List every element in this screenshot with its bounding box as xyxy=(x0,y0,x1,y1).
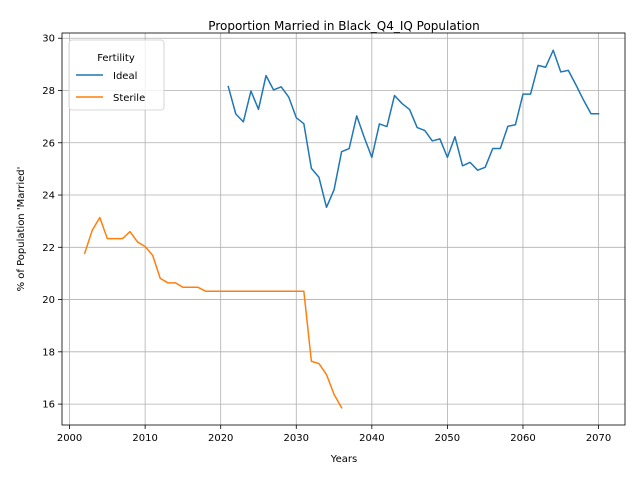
legend: Fertility Ideal Sterile xyxy=(68,39,165,111)
y-tick-label: 16 xyxy=(42,400,55,411)
axis-ticks: 2000 2010 2020 2030 2040 2050 2060 2070 16 18 20 22… xyxy=(42,34,611,444)
x-tick-label: 2040 xyxy=(359,433,384,444)
y-tick-label: 20 xyxy=(42,295,55,306)
x-tick-label: 2050 xyxy=(435,433,460,444)
y-tick-label: 24 xyxy=(42,191,55,202)
legend-label-sterile: Sterile xyxy=(113,93,145,104)
x-tick-label: 2000 xyxy=(57,433,82,444)
y-tick-label: 30 xyxy=(42,34,55,45)
y-tick-label: 28 xyxy=(42,86,55,97)
legend-box xyxy=(68,39,165,111)
series-lines xyxy=(83,49,600,409)
x-tick-label: 2030 xyxy=(284,433,309,444)
plot-frame xyxy=(61,32,626,426)
chart-title: Proportion Married in Black_Q4_IQ Popula… xyxy=(208,19,479,33)
x-tick-label: 2020 xyxy=(208,433,233,444)
legend-label-ideal: Ideal xyxy=(113,71,137,82)
series-line-sterile xyxy=(83,216,343,409)
legend-title: Fertility xyxy=(97,53,135,64)
x-tick-label: 2060 xyxy=(510,433,535,444)
x-tick-label: 2070 xyxy=(586,433,611,444)
x-tick-label: 2010 xyxy=(132,433,157,444)
y-axis-label: % of Population 'Married' xyxy=(16,167,27,292)
x-axis-label: Years xyxy=(330,454,357,465)
y-tick-label: 22 xyxy=(42,243,55,254)
grid xyxy=(62,33,625,425)
y-tick-label: 26 xyxy=(42,138,55,149)
y-tick-label: 18 xyxy=(42,347,55,358)
series-line-ideal xyxy=(227,49,600,209)
